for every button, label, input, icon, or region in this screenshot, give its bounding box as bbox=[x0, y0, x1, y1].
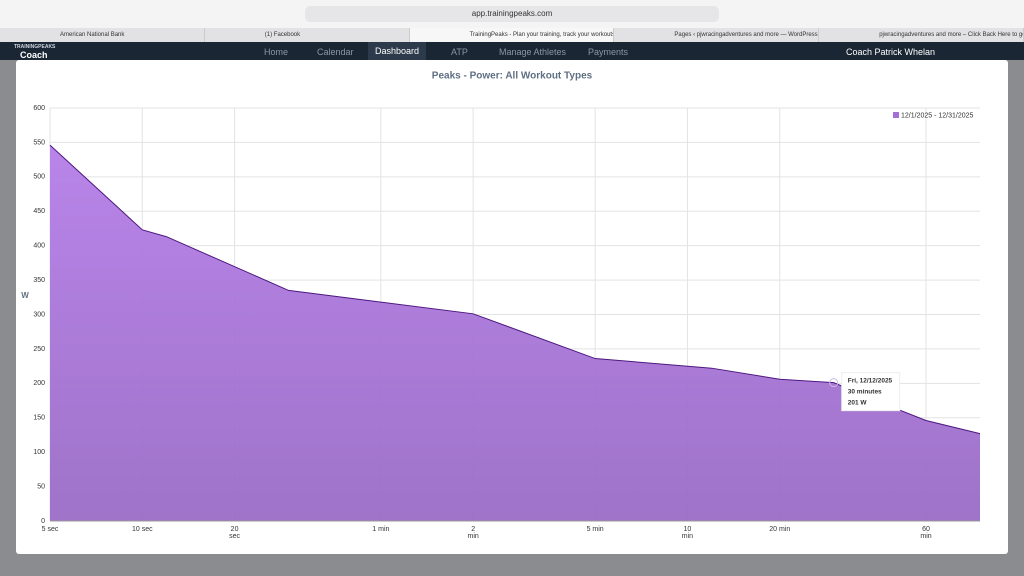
nav-item[interactable]: Home bbox=[264, 47, 289, 57]
y-tick-label: 0 bbox=[41, 518, 45, 525]
y-tick-label: 450 bbox=[33, 208, 45, 215]
tooltip-line: Fri, 12/12/2025 bbox=[848, 377, 893, 384]
x-tick-label: 5 sec bbox=[41, 526, 59, 533]
nav-item[interactable]: Dashboard bbox=[368, 42, 427, 60]
chart-modal: Peaks - Power: All Workout Types W 0 50 10… bbox=[16, 60, 1008, 554]
tab[interactable]: Pages ‹ pjwracingadventures and more — W… bbox=[614, 28, 820, 42]
product: Coach bbox=[20, 50, 48, 60]
y-tick-label: 550 bbox=[33, 139, 45, 146]
x-tick-label: 10 min bbox=[681, 526, 694, 540]
nav-item[interactable]: Payments bbox=[588, 47, 629, 57]
tab[interactable]: American National Bank bbox=[0, 28, 205, 42]
x-tick-label: 20 min bbox=[769, 526, 791, 533]
y-tick-label: 500 bbox=[33, 174, 45, 181]
y-tick-label: 600 bbox=[33, 105, 45, 112]
y-tick-label: 150 bbox=[33, 415, 45, 422]
y-tick-label: 300 bbox=[33, 311, 45, 318]
x-tick-label: 5 min bbox=[586, 526, 604, 533]
app-nav: TRAININGPEAKS Coach Home Calendar Dashbo… bbox=[0, 42, 1024, 60]
y-axis-label: W bbox=[21, 291, 29, 300]
tab-bar: American National Bank (1) Facebook Trai… bbox=[0, 28, 1024, 42]
area bbox=[50, 145, 980, 522]
y-tick-label: 400 bbox=[33, 243, 45, 250]
y-tick-label: 200 bbox=[33, 380, 45, 387]
address-bar[interactable]: app.trainingpeaks.com bbox=[305, 6, 719, 22]
tab[interactable]: (1) Facebook bbox=[205, 28, 410, 42]
x-tick-label: 10 sec bbox=[131, 526, 153, 533]
tab[interactable]: TrainingPeaks - Plan your training, trac… bbox=[409, 28, 615, 42]
x-tick-label: 20 sec bbox=[229, 526, 241, 540]
nav-item[interactable]: Calendar bbox=[317, 47, 354, 57]
y-tick-label: 350 bbox=[33, 277, 45, 284]
y-tick-label: 250 bbox=[33, 346, 45, 353]
y-tick-label: 50 bbox=[37, 483, 45, 490]
legend-label: 12/1/2025 - 12/31/2025 bbox=[901, 112, 974, 119]
x-tick-label: 2 min bbox=[467, 526, 479, 540]
nav-item[interactable]: Manage Athletes bbox=[499, 47, 567, 57]
brand: TRAININGPEAKS bbox=[14, 44, 56, 50]
hover-point bbox=[829, 378, 839, 388]
chart: Peaks - Power: All Workout Types W 0 50 10… bbox=[21, 71, 981, 525]
tab[interactable]: pjwracingadventures and more – Click Bac… bbox=[819, 28, 1024, 42]
tooltip-line: 201 W bbox=[848, 399, 868, 406]
x-tick-label: 60 min bbox=[920, 526, 932, 540]
nav-item[interactable]: ATP bbox=[451, 47, 468, 57]
browser-toolbar: app.trainingpeaks.com bbox=[0, 0, 1024, 28]
user-name[interactable]: Coach Patrick Whelan bbox=[846, 47, 936, 57]
chart-title: Peaks - Power: All Workout Types bbox=[432, 71, 593, 82]
x-tick-label: 1 min bbox=[372, 526, 390, 533]
legend-swatch bbox=[893, 112, 899, 118]
tooltip-line: 30 minutes bbox=[848, 388, 882, 395]
y-tick-label: 100 bbox=[33, 449, 45, 456]
tooltip-box bbox=[841, 372, 901, 412]
